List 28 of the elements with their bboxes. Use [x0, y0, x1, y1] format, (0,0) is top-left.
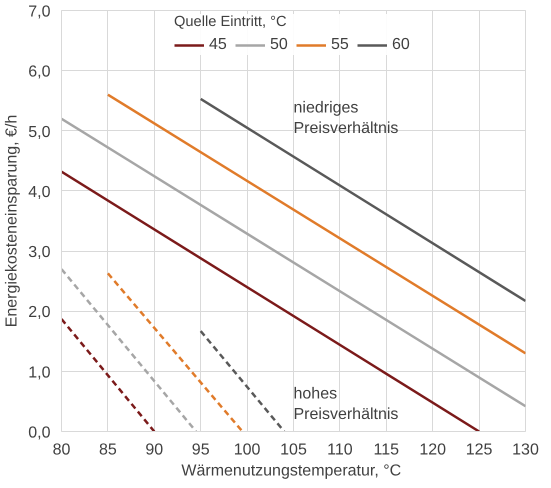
- y-tick-label: 7,0: [28, 4, 51, 20]
- x-tick-label: 80: [52, 442, 70, 458]
- x-tick-label: 95: [192, 442, 210, 458]
- x-tick-label: 85: [99, 442, 117, 458]
- y-tick-label: 4,0: [28, 184, 51, 201]
- y-tick-label: 3,0: [28, 244, 51, 262]
- x-tick-label: 130: [512, 442, 539, 458]
- legend-label: 45: [209, 36, 228, 54]
- x-tick-label: 105: [280, 442, 307, 458]
- x-axis-title: Wärmenutzungstemperatur, °C: [181, 462, 402, 480]
- x-tick-label: 115: [374, 442, 400, 458]
- annotation: hohes Preisverhältnis: [294, 386, 398, 424]
- x-tick-label: 90: [145, 442, 164, 458]
- x-tick-label: 125: [466, 442, 493, 458]
- x-tick-label: 120: [419, 442, 446, 458]
- y-tick-label: 6,0: [28, 64, 51, 81]
- legend-label: 50: [270, 36, 289, 54]
- y-tick-label: 2,0: [28, 304, 51, 322]
- legend-label: 55: [331, 36, 350, 54]
- annotation: niedriges Preisverhältnis: [294, 99, 398, 137]
- y-tick-label: 0,0: [28, 424, 51, 442]
- x-tick-label: 100: [234, 442, 261, 458]
- y-axis-title: Energiekosteneinsparung, €/h: [3, 114, 20, 328]
- x-tick-label: 110: [327, 442, 353, 458]
- y-tick-label: 5,0: [28, 124, 51, 141]
- y-tick-label: 1,0: [28, 364, 51, 382]
- legend-title: Quelle Eintritt, °C: [174, 14, 288, 30]
- legend-label: 60: [392, 36, 411, 54]
